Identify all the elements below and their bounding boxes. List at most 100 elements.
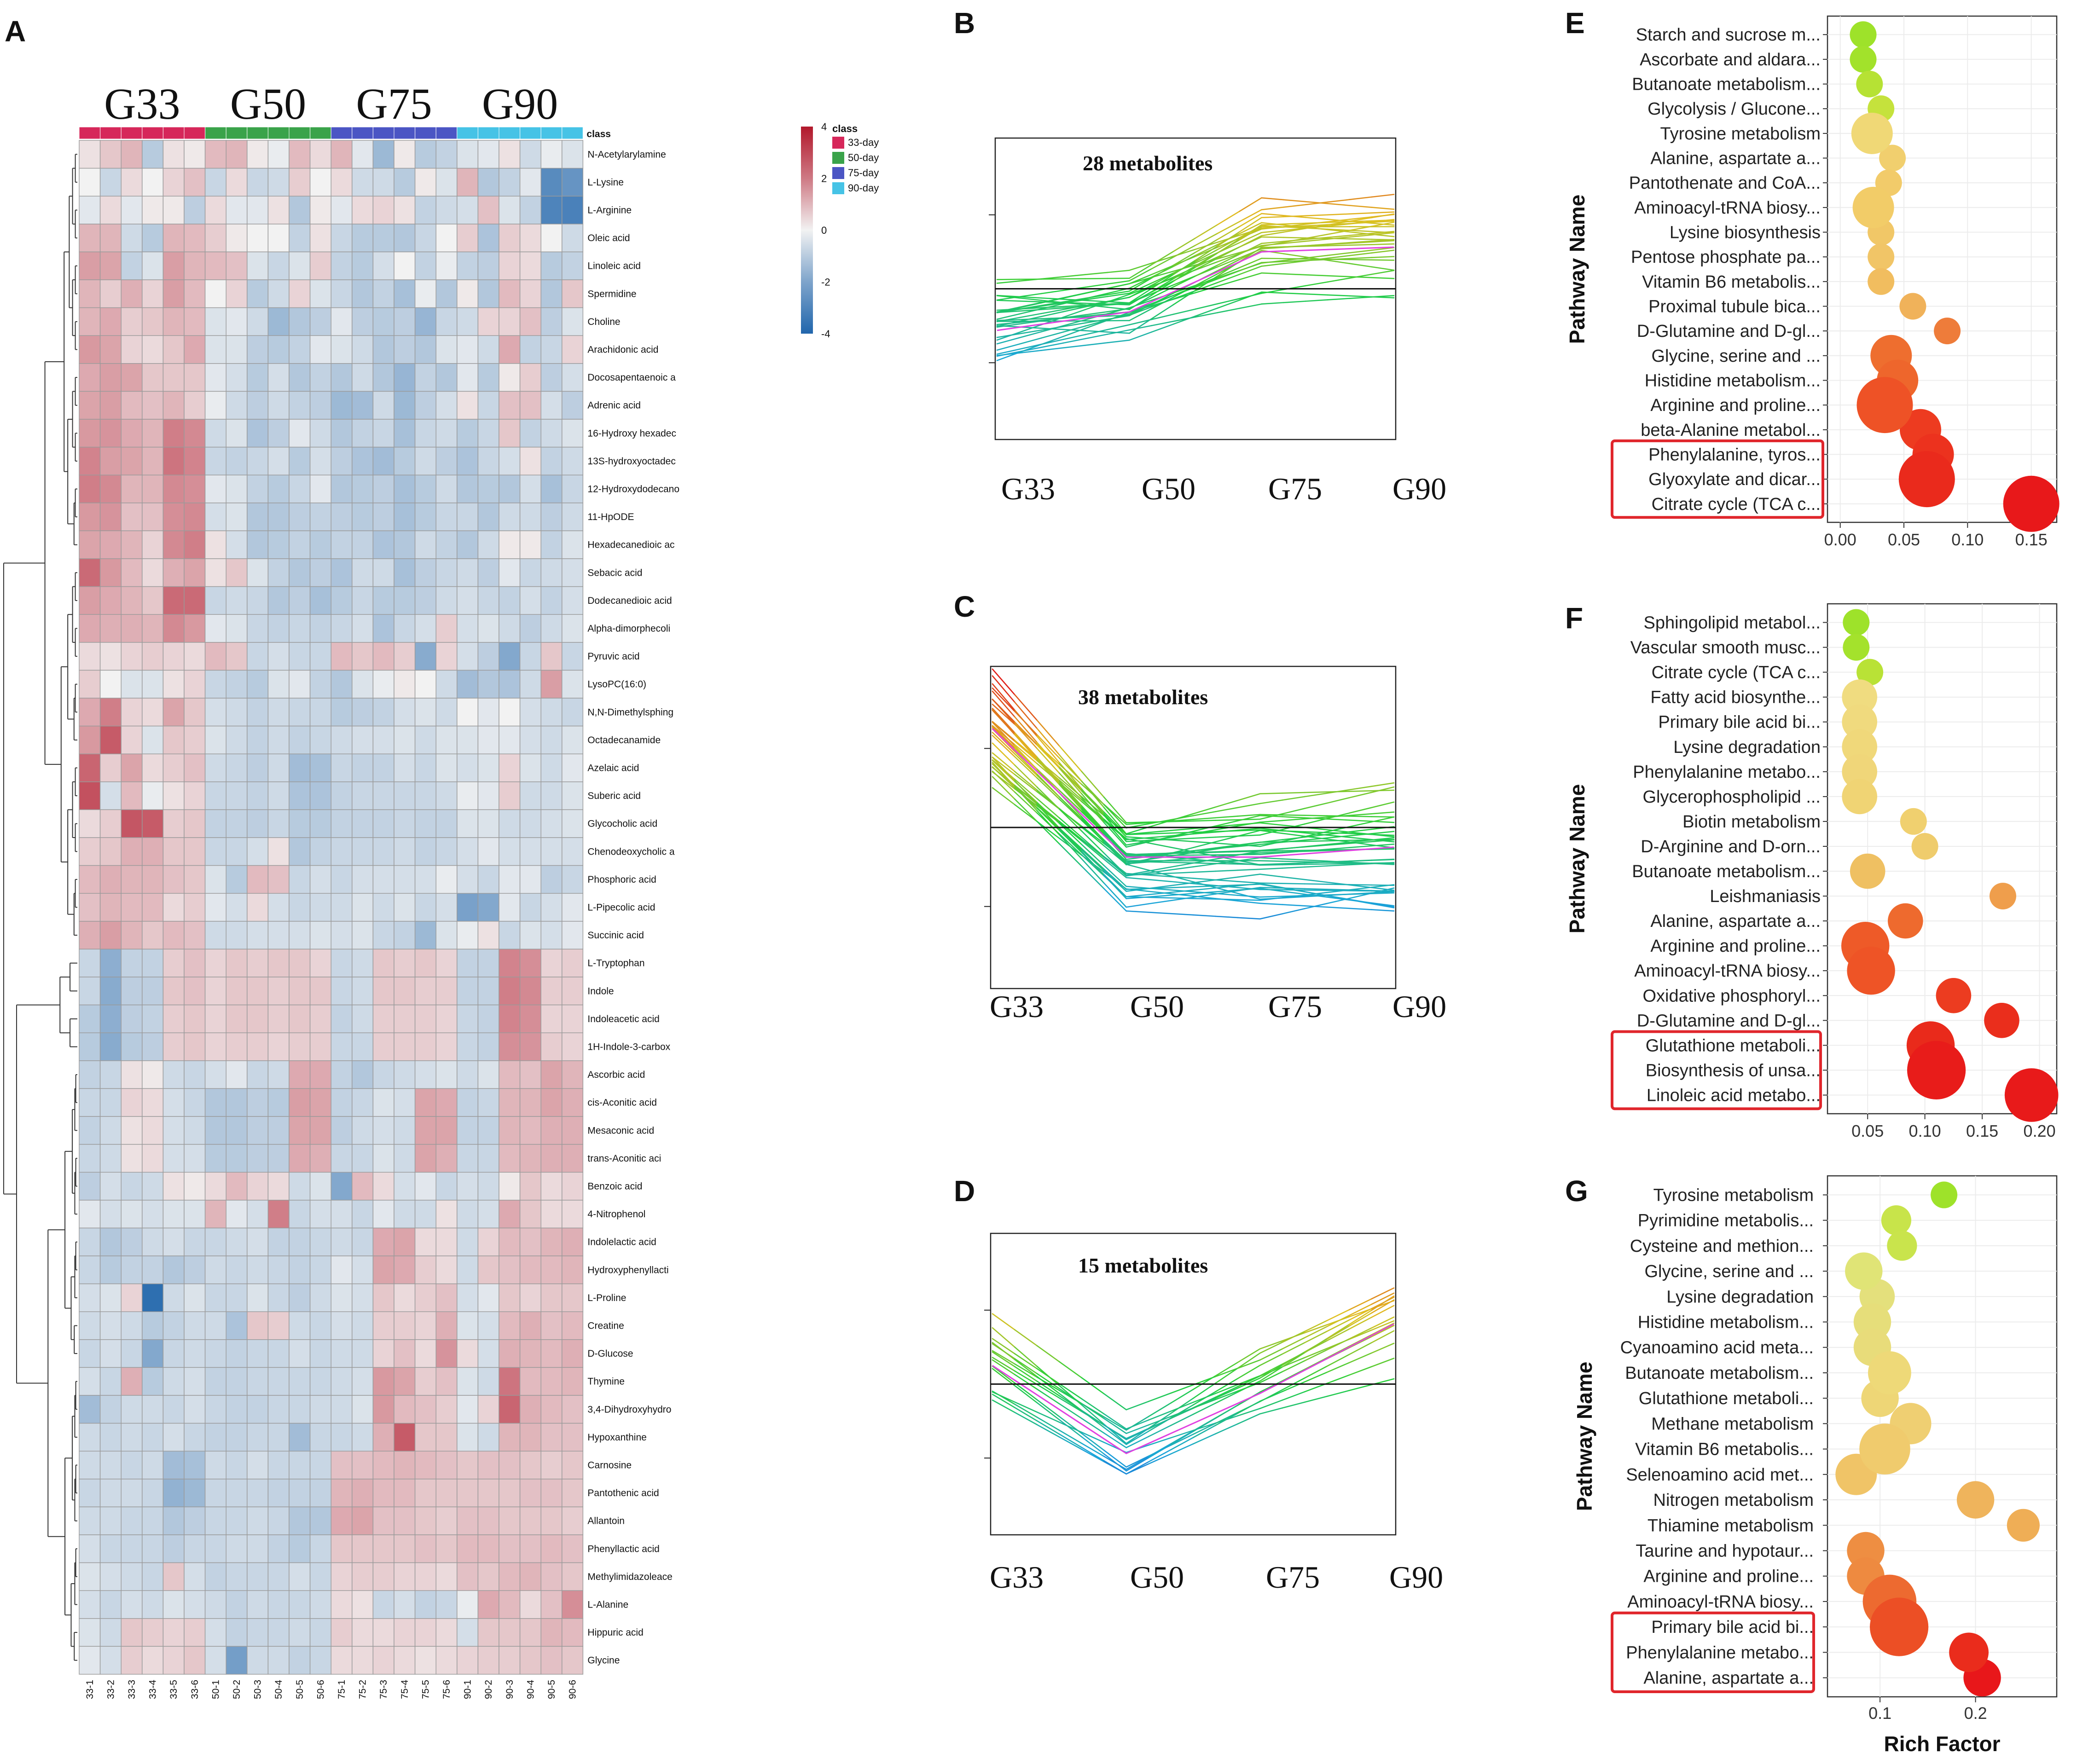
heatmap-cell [204,251,226,280]
heatmap-cell [352,781,374,810]
heatmap-cell [331,1423,353,1452]
heatmap-cell [394,809,416,838]
trend-series-segment [1326,893,1350,896]
trend-series-segment [1371,782,1395,787]
heatmap-cell [184,224,206,253]
heatmap-cell [562,1451,584,1480]
heatmap-cell [309,949,331,977]
trend-series-segment [1172,269,1196,282]
heatmap-row-label: trans-Aconitic aci [587,1153,661,1164]
bubble-pathway-label: Methane metabolism [1651,1414,1814,1434]
trend-series-segment [1036,735,1060,763]
trend-series-segment [1170,893,1194,896]
heatmap-cell [121,809,143,838]
trend-series-segment [1305,243,1328,247]
heatmap-column-label: 90-4 [525,1680,536,1699]
heatmap-cell [309,530,331,559]
heatmap-cell [499,586,521,615]
heatmap-cell [184,698,206,727]
trend-series-segment [1192,836,1216,839]
heatmap-cell [372,837,394,866]
trend-series-segment [1283,301,1306,303]
heatmap-cell [519,949,541,977]
trend-series-segment [1059,762,1083,790]
heatmap-cell [394,307,416,336]
trend-series-segment [1103,1417,1127,1434]
heatmap-cell [352,1060,374,1089]
heatmap-cell [562,921,584,950]
trend-series-segment [1371,887,1395,894]
heatmap-cell [519,809,541,838]
heatmap-cell [540,1534,563,1563]
heatmap-cell [519,419,541,448]
trend-series-segment [1192,1425,1216,1438]
trend-series-segment [1014,1329,1038,1347]
trend-series-segment [1371,207,1395,210]
trend-series-segment [1327,213,1351,216]
trend-series-segment [1195,244,1218,256]
bubble-pathway-label: Glutathione metaboli... [1646,1036,1821,1055]
trend-series-segment [996,337,1020,345]
heatmap-cell [457,446,479,475]
heatmap-row-label: Arachidonic acid [587,345,658,355]
trend-series-segment [1062,338,1086,344]
trend-series-segment [1170,1407,1194,1419]
heatmap-cell [247,1618,269,1647]
heatmap-cell [331,503,353,532]
heatmap-cell [562,1506,584,1535]
heatmap-cell [540,642,563,671]
heatmap-cell [414,1451,436,1480]
trend-series-segment [1282,1351,1305,1366]
trend-series-segment [1304,1382,1328,1393]
heatmap-cell [184,1227,206,1256]
heatmap-cell [540,921,563,950]
panel-letter-a: A [5,15,26,48]
heatmap-cell [331,1451,353,1480]
heatmap-cell [226,335,248,364]
heatmap-cell [519,251,541,280]
heatmap-cell [477,977,499,1006]
trend-series-segment [1217,221,1241,234]
trend-series-segment [1192,887,1216,891]
heatmap-cell [121,251,143,280]
heatmap-cell [457,865,479,894]
heatmap-cell [457,168,479,197]
heatmap-cell [267,1116,290,1145]
heatmap-cell [289,1479,311,1508]
heatmap-cell [99,1339,122,1368]
trend-series-segment [1085,304,1108,307]
heatmap-cell [457,1534,479,1563]
trend-series-segment [1239,197,1262,212]
heatmap-cell [457,363,479,392]
trend-series-segment [1305,233,1328,239]
heatmap-cell [352,642,374,671]
trend-series-segment [1148,1449,1172,1463]
heatmap-cell [289,1534,311,1563]
trend-series-segment [1014,1370,1038,1385]
heatmap-cell [226,642,248,671]
heatmap-cell [331,893,353,922]
trend-series-segment [1085,319,1108,329]
trend-series-segment [1014,740,1038,760]
trend-series-segment [1349,221,1373,225]
trend-series-segment [1215,830,1239,833]
bubble-point [2004,1068,2059,1122]
heatmap-cell [562,1618,584,1647]
trend-series-segment [1195,249,1218,262]
heatmap-cell [394,837,416,866]
bubble-x-tick-label: 0.15 [2015,530,2048,549]
heatmap-cell [499,1423,521,1452]
heatmap-cell [372,1339,394,1368]
trend-series-segment [1261,242,1284,247]
heatmap-cell [372,614,394,643]
trend-series-segment [1062,305,1086,307]
trend-series-segment [1217,257,1241,268]
heatmap-row-label: Chenodeoxycholic a [587,846,674,857]
heatmap-cell [247,530,269,559]
trend-series-segment [1304,883,1328,885]
heatmap-cell [142,1590,164,1619]
bubble-x-tick-label: 0.2 [1964,1704,1987,1723]
heatmap-cell [121,670,143,699]
heatmap-cell [79,865,101,894]
